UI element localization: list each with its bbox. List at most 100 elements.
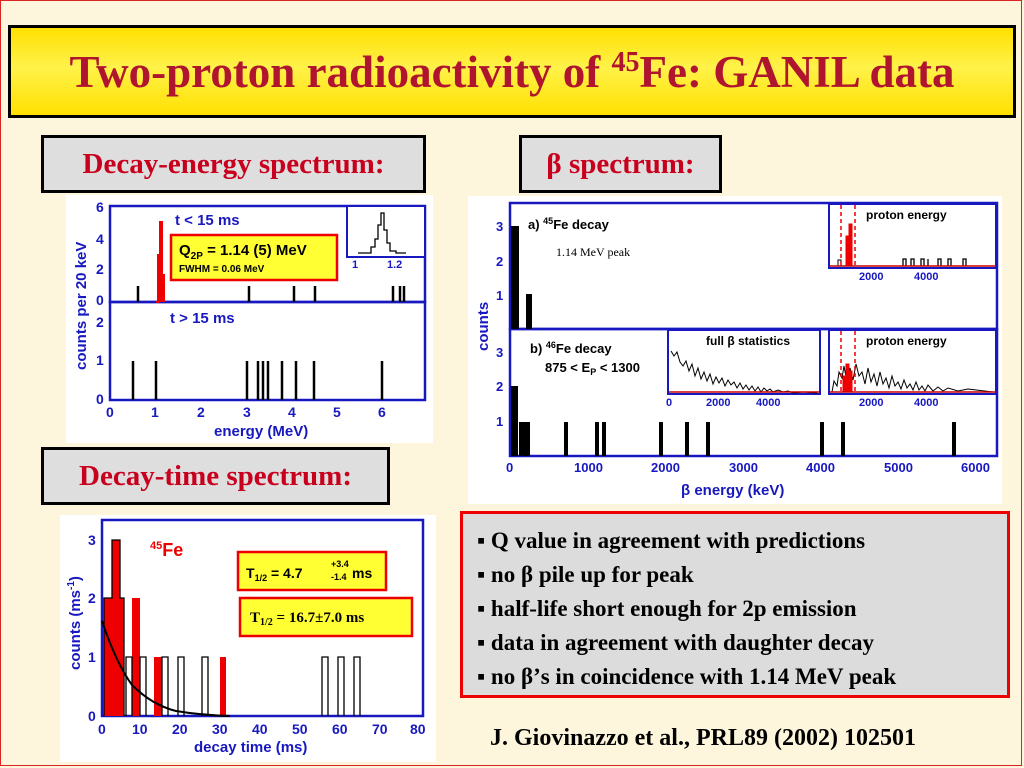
beta-xtick-4000: 4000 — [806, 460, 835, 475]
xtick-1: 1 — [151, 404, 159, 420]
ytick-bot-1: 1 — [96, 352, 104, 368]
decay-time-plot: 45Fe T1/2 = 4.7 +3.4 -1.4 ms T1/2 = 16.7… — [60, 515, 436, 762]
decay-time-svg: 45Fe T1/2 = 4.7 +3.4 -1.4 ms T1/2 = 16.7… — [66, 518, 426, 756]
top-inset-peak — [845, 223, 853, 266]
xtick-6: 6 — [378, 404, 386, 420]
bottom-inset-title: proton energy — [866, 334, 947, 348]
t-half-a-minus: -1.4 — [331, 572, 347, 582]
beta-xtick-2000: 2000 — [651, 460, 680, 475]
full-beta-curve — [670, 350, 818, 394]
beta-xtick-6000: 6000 — [961, 460, 990, 475]
time-xtick-80: 80 — [410, 721, 426, 737]
time-black-hist — [103, 539, 361, 716]
ytick-top-4: 4 — [96, 231, 104, 247]
slide-title-box: Two-proton radioactivity of 45Fe: GANIL … — [8, 25, 1016, 118]
time-xtick-20: 20 — [172, 721, 188, 737]
ytick-top-6: 6 — [96, 199, 104, 215]
energy-inset-histogram — [358, 212, 406, 254]
ytick-bot-0: 0 — [96, 391, 104, 407]
beta-x-label: β energy (keV) — [681, 482, 784, 499]
beta-bottom-bars — [511, 386, 956, 456]
top-inset-hist — [902, 258, 967, 266]
energy-peak-red — [156, 221, 165, 303]
beta-ytick-bot-1: 1 — [496, 414, 503, 429]
energy-inset-frame — [346, 205, 426, 258]
time-ytick-0: 0 — [88, 708, 96, 724]
top-panel-title: t < 15 ms — [175, 212, 240, 229]
bottom-proton-inset — [828, 329, 997, 395]
time-y-ticks: 0 1 2 3 — [88, 532, 96, 724]
time-isotope: 45Fe — [150, 540, 183, 560]
ytick-top-0: 0 — [96, 292, 104, 308]
beta-y-label: counts — [475, 302, 492, 351]
time-ytick-2: 2 — [88, 590, 96, 606]
time-xtick-0: 0 — [98, 721, 106, 737]
beta-x-ticks: 0 1000 2000 3000 4000 5000 6000 — [506, 460, 990, 475]
full-beta-title: full β statistics — [706, 334, 790, 348]
time-xtick-60: 60 — [332, 721, 348, 737]
time-xtick-70: 70 — [372, 721, 388, 737]
xtick-3: 3 — [243, 404, 251, 420]
energy-x-label: energy (MeV) — [214, 423, 308, 440]
time-xtick-40: 40 — [252, 721, 268, 737]
beta-ytick-top-3: 3 — [496, 219, 503, 234]
bottom-inset-peak — [842, 363, 853, 392]
beta-xtick-5000: 5000 — [884, 460, 913, 475]
full-inset-tick-0: 0 — [666, 397, 672, 409]
inset-tick-1.2: 1.2 — [387, 259, 402, 271]
bottom-inset-tick-2000: 2000 — [859, 397, 883, 409]
full-inset-tick-4000: 4000 — [756, 397, 780, 409]
decay-energy-svg: 1 1.2 Q2P = 1.14 (5) MeV — [73, 199, 427, 440]
beta-xtick-3000: 3000 — [729, 460, 758, 475]
peak-note: 1.14 MeV peak — [556, 245, 630, 259]
bullet-item: ▪ data in agreement with daughter decay — [477, 630, 875, 655]
beta-spectrum-svg: a) 45Fe decay 1.14 MeV peak proton energ… — [475, 201, 999, 499]
ytick-bot-2: 2 — [96, 314, 104, 330]
xtick-2: 2 — [197, 404, 205, 420]
time-red-bars — [104, 540, 226, 716]
time-ytick-3: 3 — [88, 532, 96, 548]
time-x-ticks: 0 10 20 30 40 50 60 70 80 — [98, 721, 426, 737]
energy-bottom-bars — [131, 361, 384, 400]
reference-citation: J. Giovinazzo et al., PRL89 (2002) 10250… — [490, 725, 916, 751]
energy-top-bars — [136, 286, 406, 302]
xtick-0: 0 — [106, 404, 114, 420]
energy-y-label: counts per 20 keV — [73, 242, 90, 370]
energy-x-ticks: 0 1 2 3 4 5 6 — [106, 404, 386, 420]
top-inset-tick-4000: 4000 — [914, 271, 938, 283]
beta-top-bars — [511, 226, 532, 329]
q-value-box — [169, 233, 339, 282]
top-inset-tick-2000: 2000 — [859, 271, 883, 283]
beta-ytick-top-2: 2 — [496, 254, 503, 269]
beta-b-cut: 875 < EP < 1300 — [545, 360, 640, 377]
beta-spectrum-label: β spectrum: — [519, 135, 722, 193]
t-half-a-plus: +3.4 — [331, 559, 349, 569]
beta-ytick-top-1: 1 — [496, 288, 503, 303]
time-y-label: counts (ms-1) — [66, 576, 84, 670]
top-proton-inset — [828, 203, 997, 269]
time-ytick-1: 1 — [88, 649, 96, 665]
decay-time-label: Decay-time spectrum: — [41, 447, 390, 505]
xtick-5: 5 — [333, 404, 341, 420]
full-inset-tick-2000: 2000 — [706, 397, 730, 409]
bullet-item: ▪ half-life short enough for 2p emission — [477, 596, 857, 621]
time-xtick-50: 50 — [292, 721, 308, 737]
bullet-item: ▪ no β pile up for peak — [477, 562, 694, 587]
ytick-top-2: 2 — [96, 261, 104, 277]
decay-energy-label: Decay-energy spectrum: — [41, 135, 426, 193]
conclusions-box: ▪ Q value in agreement with predictions … — [460, 511, 1010, 698]
decay-energy-plot: 1 1.2 Q2P = 1.14 (5) MeV — [66, 195, 433, 443]
slide-title: Two-proton radioactivity of 45Fe: GANIL … — [69, 47, 955, 97]
t-half-b-text: T1/2 = 16.7±7.0 ms — [250, 610, 364, 628]
beta-y-ticks: 1 2 3 1 2 3 — [496, 219, 503, 429]
bottom-panel-title: t > 15 ms — [170, 310, 235, 327]
inset-tick-1: 1 — [352, 259, 358, 271]
bottom-inset-tick-4000: 4000 — [914, 397, 938, 409]
beta-xtick-1000: 1000 — [574, 460, 603, 475]
fwhm-text: FWHM = 0.06 MeV — [179, 264, 265, 275]
time-frame — [100, 518, 425, 718]
beta-b-label: b) 46Fe decay — [530, 340, 612, 356]
t-half-a-text: T1/2 = 4.7 — [246, 565, 303, 583]
t-half-a-unit: ms — [352, 565, 372, 581]
